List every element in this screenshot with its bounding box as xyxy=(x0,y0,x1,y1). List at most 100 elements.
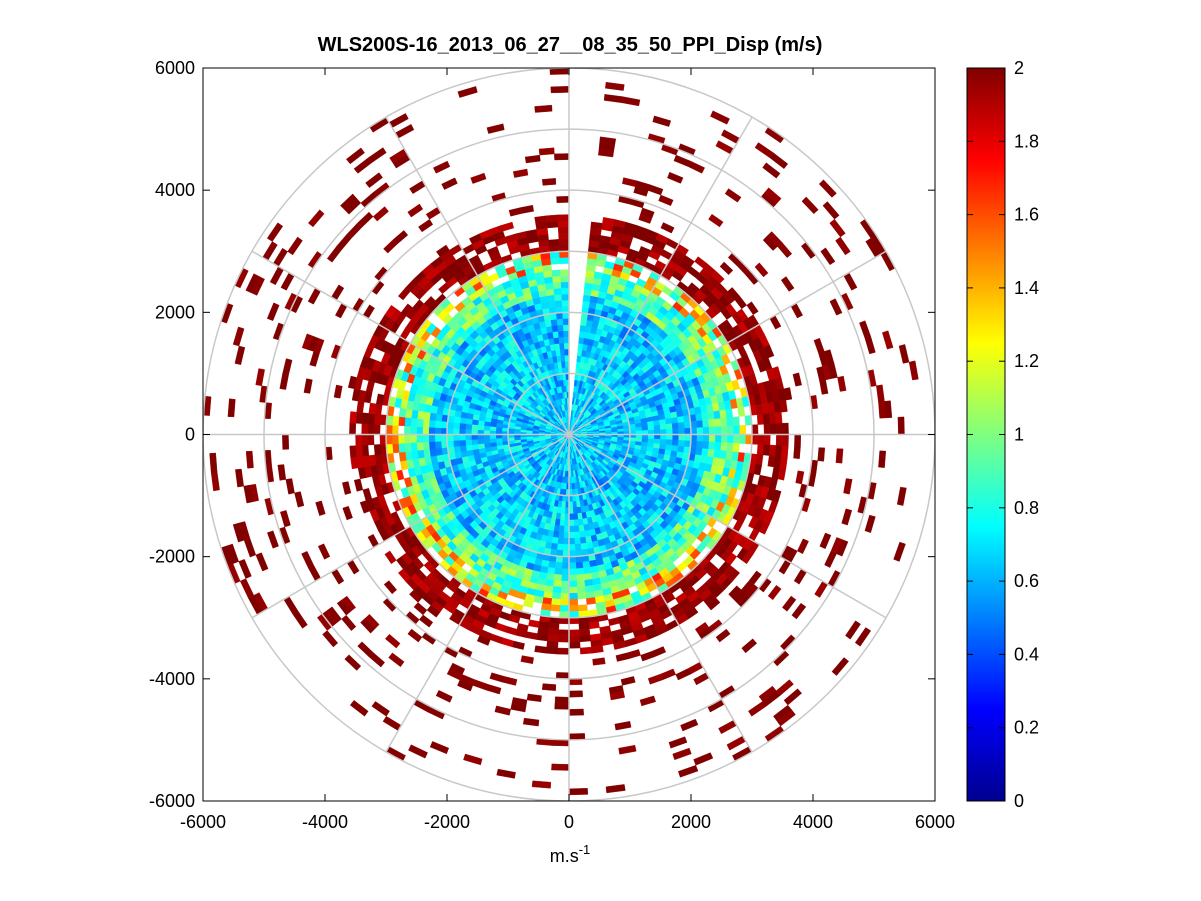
ppi-cell xyxy=(782,595,797,612)
ppi-cell xyxy=(428,426,436,435)
ppi-cell xyxy=(522,717,540,727)
ppi-cell xyxy=(836,539,849,557)
ppi-cell xyxy=(538,147,555,156)
ppi-cell xyxy=(562,544,570,551)
ppi-cell xyxy=(554,561,563,569)
ppi-cell xyxy=(408,744,428,759)
ppi-cell xyxy=(575,567,584,576)
ppi-cell xyxy=(579,646,593,655)
ppi-cell xyxy=(695,447,703,456)
y-tick-label: 0 xyxy=(185,425,195,445)
colorbar-tick-label: 1 xyxy=(1014,425,1024,445)
ppi-cell xyxy=(552,330,560,339)
ppi-cell xyxy=(568,788,589,796)
ppi-cell xyxy=(562,305,570,313)
ppi-cell xyxy=(584,276,595,284)
colorbar-tick-label: 1.4 xyxy=(1014,278,1039,298)
ppi-cell xyxy=(820,247,836,266)
ppi-cell xyxy=(471,429,478,435)
ppi-cell xyxy=(367,423,375,435)
ppi-cell xyxy=(641,425,649,431)
x-axis-label: m.s-1 xyxy=(550,842,591,866)
ppi-cell xyxy=(580,318,588,327)
ppi-cell xyxy=(568,629,580,637)
ppi-cell xyxy=(618,744,637,755)
ppi-cell xyxy=(572,507,578,515)
ppi-cell xyxy=(711,270,725,284)
ppi-cell xyxy=(465,428,472,435)
ppi-cell xyxy=(557,330,565,338)
ppi-cell xyxy=(397,434,405,444)
ppi-cell xyxy=(410,425,417,435)
ppi-cell xyxy=(548,622,560,630)
ppi-cell xyxy=(824,551,837,568)
ppi-cell xyxy=(659,439,667,445)
ppi-cell xyxy=(653,419,661,426)
ppi-cell xyxy=(571,482,575,490)
ppi-cell xyxy=(543,276,554,284)
ppi-cell xyxy=(613,640,627,650)
ppi-cell xyxy=(647,420,655,427)
ppi-cell xyxy=(639,695,656,707)
ppi-cell xyxy=(762,162,781,179)
ppi-cell xyxy=(641,421,649,428)
ppi-cell xyxy=(582,560,591,569)
ppi-cell xyxy=(568,525,575,533)
ppi-cell xyxy=(546,220,559,229)
y-tick-label: -6000 xyxy=(149,791,195,811)
ppi-cell xyxy=(547,634,559,643)
ppi-cell xyxy=(696,434,704,442)
ppi-cell xyxy=(558,238,570,246)
ppi-cell xyxy=(884,400,893,419)
ppi-cell xyxy=(614,721,632,731)
ppi-cell xyxy=(878,450,887,468)
ppi-cell xyxy=(560,269,570,277)
ppi-cell xyxy=(552,275,562,283)
ppi-cell xyxy=(513,436,521,441)
ppi-cell xyxy=(748,701,767,717)
ppi-cell xyxy=(678,765,699,778)
ppi-cell xyxy=(563,537,570,545)
ppi-cell xyxy=(558,629,570,637)
ppi-cell xyxy=(576,573,585,582)
ppi-cell xyxy=(584,585,595,593)
ppi-cell xyxy=(557,537,564,545)
ppi-cell xyxy=(578,622,590,630)
ppi-cell xyxy=(548,239,560,247)
ppi-cell xyxy=(578,530,586,539)
ppi-cell xyxy=(398,442,406,453)
ppi-cell xyxy=(410,442,418,452)
ppi-cell xyxy=(714,434,722,443)
ppi-cell xyxy=(793,446,801,460)
ppi-cell xyxy=(666,434,673,441)
ppi-cell xyxy=(561,562,570,570)
ppi-cell xyxy=(563,324,570,332)
ppi-cell xyxy=(556,543,564,551)
ppi-cell xyxy=(835,236,851,256)
ppi-cell xyxy=(791,602,807,620)
ppi-cell xyxy=(555,349,561,357)
ppi-cell xyxy=(553,337,560,345)
ppi-cell xyxy=(829,218,846,238)
ppi-cell xyxy=(545,288,555,296)
ppi-cell xyxy=(726,442,734,452)
ppi-cell xyxy=(672,747,692,761)
ppi-cell xyxy=(452,428,460,435)
ppi-cell xyxy=(896,486,907,506)
ppi-cell xyxy=(560,586,570,594)
ppi-cell xyxy=(554,696,570,704)
ppi-cell xyxy=(534,104,553,113)
ppi-cell xyxy=(531,780,552,789)
ppi-cell xyxy=(533,595,544,604)
ppi-cell xyxy=(762,413,771,425)
ppi-cell xyxy=(416,441,424,451)
ppi-cell xyxy=(422,426,430,435)
ppi-cell xyxy=(647,673,664,685)
ppi-cell xyxy=(706,597,721,611)
ppi-cell xyxy=(560,275,570,283)
ppi-cell xyxy=(652,115,672,127)
ppi-cell xyxy=(671,422,679,430)
ppi-cell xyxy=(392,415,400,426)
ppi-cell xyxy=(568,544,576,551)
ppi-cell xyxy=(568,580,578,588)
